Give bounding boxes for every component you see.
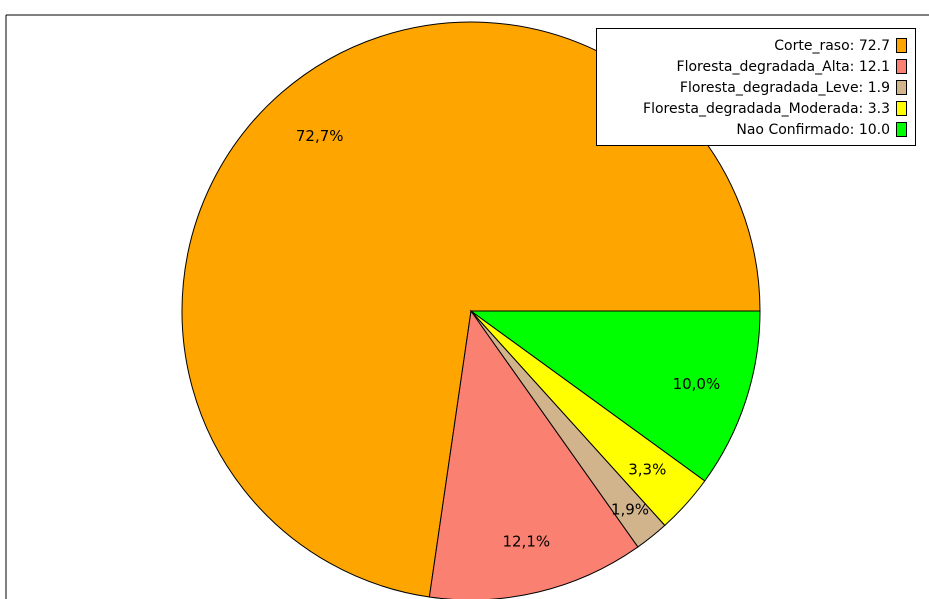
pie-slices	[181, 21, 761, 599]
legend-item-floresta-degradada-leve: Floresta_degradada_Leve: 1.9	[597, 77, 907, 98]
legend-label: Corte_raso: 72.7	[774, 37, 890, 54]
pie-labels: 72,7% 12,1% 1,9% 3,3% 10,0%	[296, 127, 720, 550]
legend-item-corte-raso: Corte_raso: 72.7	[597, 35, 907, 56]
legend-label: Floresta_degradada_Alta: 12.1	[676, 58, 890, 75]
pie-slice-nao-confirmado	[469, 310, 761, 482]
legend-swatch	[896, 80, 907, 95]
pie-percent-label: 12,1%	[502, 532, 550, 550]
pie-percent-label: 72,7%	[296, 127, 344, 145]
legend-item-floresta-degradada-alta: Floresta_degradada_Alta: 12.1	[597, 56, 907, 77]
legend-label: Floresta_degradada_Moderada: 3.3	[643, 100, 890, 117]
legend-item-floresta-degradada-moderada: Floresta_degradada_Moderada: 3.3	[597, 98, 907, 119]
legend-label: Nao Confirmado: 10.0	[736, 121, 890, 138]
legend-label: Floresta_degradada_Leve: 1.9	[679, 79, 890, 96]
pie-percent-label: 3,3%	[628, 460, 666, 478]
legend-swatch	[896, 38, 907, 53]
legend-swatch	[896, 59, 907, 74]
pie-percent-label: 10,0%	[673, 375, 721, 393]
legend-swatch	[896, 122, 907, 137]
pie-percent-label: 1,9%	[611, 501, 649, 519]
legend-item-nao-confirmado: Nao Confirmado: 10.0	[597, 119, 907, 140]
legend-swatch	[896, 101, 907, 116]
legend: Corte_raso: 72.7 Floresta_degradada_Alta…	[596, 28, 916, 146]
